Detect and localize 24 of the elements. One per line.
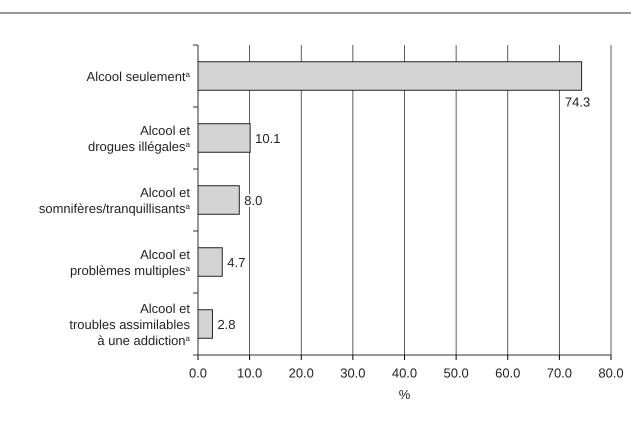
bar [198, 185, 240, 215]
y-tick-label: Alcool et drogues illégales$^{a}$ [88, 123, 191, 154]
x-tick-label: 80.0 [598, 365, 624, 380]
bar [198, 123, 251, 153]
y-tick-label: Alcool et problèmes multiples$^{a}$ [70, 247, 191, 278]
data-label: 4.7 [227, 255, 246, 270]
x-tick-label: 60.0 [495, 365, 520, 380]
x-tick-label: 70.0 [546, 365, 572, 380]
x-tick-label: 30.0 [340, 365, 366, 380]
data-label: 2.8 [217, 317, 236, 332]
data-label: 74.3 [564, 94, 590, 110]
x-tick-label: 0.0 [188, 365, 208, 380]
data-label: 10.1 [255, 131, 280, 146]
bar [198, 247, 223, 277]
bar [198, 309, 213, 339]
x-tick-label: 50.0 [443, 365, 469, 380]
y-tick-label: Alcool et somnifères/tranquillisants$^{a}$ [38, 185, 191, 216]
x-axis-title: % [398, 387, 411, 402]
y-tick-label: Alcool seulement$^{a}$ [86, 69, 191, 84]
x-tick-label: 40.0 [392, 365, 418, 380]
x-tick-label: 20.0 [288, 365, 314, 380]
y-tick-label: Alcool et troubles assimilables à une addiction$^{a}$ [69, 301, 191, 348]
x-tick-label: 10.0 [236, 365, 262, 380]
bar [198, 61, 582, 91]
